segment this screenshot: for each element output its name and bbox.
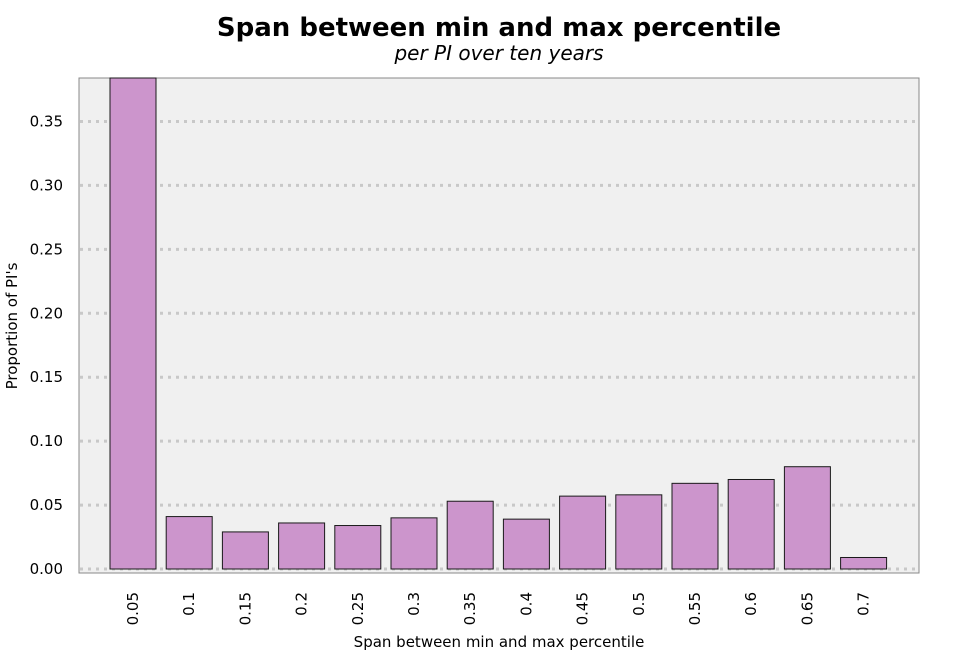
chart-subtitle: per PI over ten years	[393, 41, 603, 65]
bar	[671, 482, 719, 570]
x-tick-label: 0.1	[180, 592, 198, 616]
bar	[390, 517, 438, 570]
y-tick-label: 0.10	[30, 432, 63, 450]
x-tick-label: 0.05	[124, 592, 142, 625]
bar	[615, 494, 663, 570]
x-tick-label: 0.25	[349, 592, 367, 625]
y-tick-label: 0.35	[30, 112, 63, 130]
bar	[502, 518, 550, 570]
y-tick-label: 0.05	[30, 496, 63, 514]
x-tick-label: 0.45	[574, 592, 592, 625]
x-axis-ticks: 0.05 0.1 0.15 0.2 0.25 0.3 0.35 0.4 0.45 0.5 0.55 0…	[124, 592, 873, 625]
bar	[727, 478, 775, 570]
y-axis-ticks: 0.00 0.05 0.10 0.15 0.20 0.25 0.30 0.35	[30, 112, 63, 578]
x-tick-label: 0.2	[293, 592, 311, 616]
x-axis-label: Span between min and max percentile	[354, 633, 645, 651]
grid-lines	[80, 119, 918, 571]
x-tick-label: 0.5	[630, 592, 648, 616]
x-tick-label: 0.7	[855, 592, 873, 616]
bar	[221, 531, 269, 570]
bar	[446, 500, 494, 570]
y-tick-label: 0.30	[30, 176, 63, 194]
bar	[165, 516, 213, 570]
bar	[783, 466, 831, 570]
x-tick-label: 0.4	[517, 592, 535, 616]
x-tick-label: 0.35	[461, 592, 479, 625]
bar	[109, 77, 157, 570]
bar	[559, 495, 607, 570]
y-tick-label: 0.15	[30, 368, 63, 386]
x-tick-label: 0.15	[236, 592, 254, 625]
y-tick-label: 0.00	[30, 560, 63, 578]
y-tick-label: 0.25	[30, 240, 63, 258]
x-tick-label: 0.55	[686, 592, 704, 625]
x-tick-label: 0.3	[405, 592, 423, 616]
plot-panel	[78, 77, 920, 574]
x-tick-label: 0.65	[798, 592, 816, 625]
bar	[840, 556, 888, 570]
bar	[334, 525, 382, 570]
x-tick-label: 0.6	[742, 592, 760, 616]
bar	[278, 522, 326, 570]
chart-title: Span between min and max percentile	[217, 13, 781, 43]
y-tick-label: 0.20	[30, 304, 63, 322]
y-axis-label: Proportion of PI's	[3, 262, 21, 389]
bars	[109, 77, 888, 570]
